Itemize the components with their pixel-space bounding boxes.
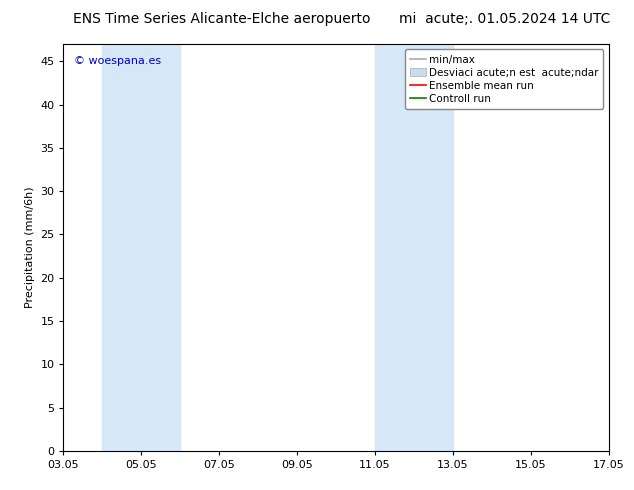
Text: mi  acute;. 01.05.2024 14 UTC: mi acute;. 01.05.2024 14 UTC: [399, 12, 611, 26]
Text: © woespana.es: © woespana.es: [74, 56, 162, 66]
Bar: [102, 44, 180, 451]
Legend: min/max, Desviaci acute;n est  acute;ndar, Ensemble mean run, Controll run: min/max, Desviaci acute;n est acute;ndar…: [404, 49, 604, 109]
Text: ENS Time Series Alicante-Elche aeropuerto: ENS Time Series Alicante-Elche aeropuert…: [73, 12, 371, 26]
Bar: [375, 44, 453, 451]
Y-axis label: Precipitation (mm/6h): Precipitation (mm/6h): [25, 187, 35, 308]
